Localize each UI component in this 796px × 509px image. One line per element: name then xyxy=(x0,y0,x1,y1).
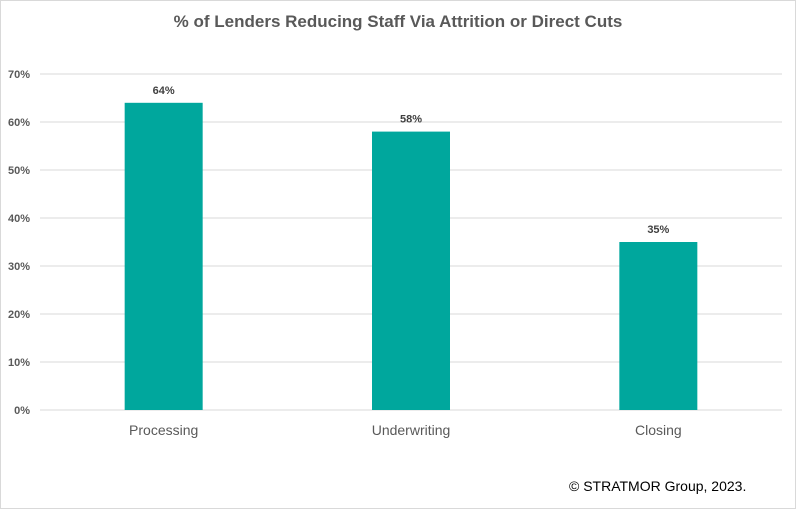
bar-processing xyxy=(124,102,203,411)
data-label: 58% xyxy=(400,114,422,126)
y-tick-label: 20% xyxy=(8,309,30,321)
x-category-label: Closing xyxy=(635,422,682,438)
y-tick-label: 30% xyxy=(8,261,30,273)
labels: 0% 10% 20% 30% 40% 50% 60% 70% 64% Processing 58% U… xyxy=(8,69,682,438)
bar-underwriting xyxy=(372,131,450,410)
y-tick-label: 50% xyxy=(8,165,30,177)
y-tick-label: 60% xyxy=(8,117,30,129)
bar-closing xyxy=(619,242,698,410)
data-label: 35% xyxy=(647,224,669,236)
copyright-notice: © STRATMOR Group, 2023. xyxy=(569,478,747,494)
x-category-label: Underwriting xyxy=(372,422,451,438)
y-tick-label: 0% xyxy=(14,405,30,417)
y-tick-label: 40% xyxy=(8,213,30,225)
data-label: 64% xyxy=(153,85,175,97)
y-tick-label: 70% xyxy=(8,69,30,81)
y-tick-label: 10% xyxy=(8,357,30,369)
x-category-label: Processing xyxy=(129,422,198,438)
chart-title: % of Lenders Reducing Staff Via Attritio… xyxy=(173,12,623,31)
bars xyxy=(124,102,698,411)
